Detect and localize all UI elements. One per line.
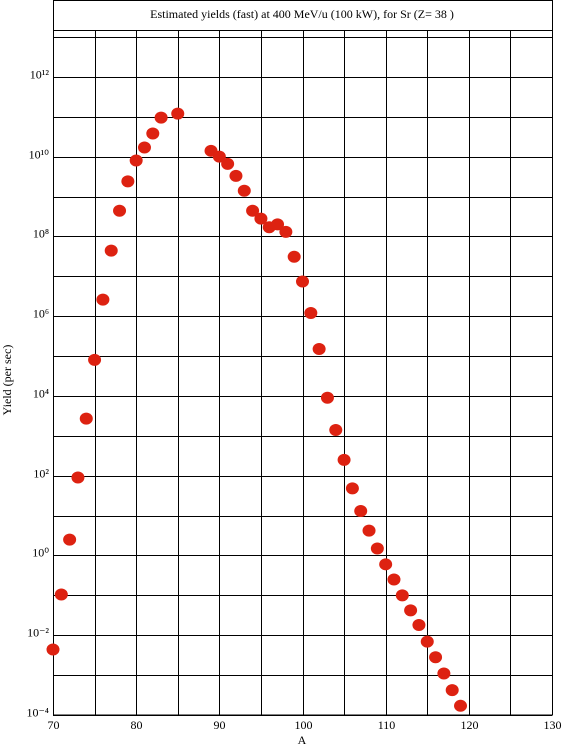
x-tick-label: 90 [214,718,226,732]
y-tick-label: 10⁶ [33,306,49,320]
point [88,353,102,366]
x-tick-label: 130 [544,718,562,732]
point [121,175,135,188]
point [271,218,285,231]
point [329,423,343,436]
point [212,150,226,163]
point [429,651,443,664]
point [320,391,334,404]
point [404,604,418,617]
x-tick-label: 100 [295,718,313,732]
y-tick-label: 10⁻² [27,625,49,639]
point [171,107,185,120]
point [420,635,434,648]
point [54,588,68,601]
point [362,524,376,537]
point [254,212,268,225]
point [296,275,309,288]
point [104,244,118,257]
point [237,184,251,197]
point [113,204,127,217]
point [395,589,409,602]
point [387,573,401,586]
point [304,307,318,320]
point [63,533,77,546]
point [345,482,359,495]
point [129,154,143,167]
point [229,169,243,182]
y-tick-label: 10⁰ [32,545,49,559]
point [71,471,85,484]
chart-title: Estimated yields (fast) at 400 MeV/u (10… [150,7,454,21]
point [312,343,326,356]
point [146,127,160,140]
y-tick-label: 10² [33,466,49,480]
y-axis-label: Yield (per sec) [0,345,14,416]
point [287,250,301,263]
x-axis-label: A [298,733,307,747]
point [445,684,459,697]
x-tick-label: 110 [378,718,396,732]
x-tick-label: 120 [461,718,479,732]
point [279,225,293,238]
point [337,453,351,466]
point [221,157,235,170]
point [454,699,468,712]
point [96,293,110,306]
x-tick-label: 80 [131,718,143,732]
point [154,111,168,124]
point [46,643,60,656]
point [370,542,384,555]
point [437,667,451,680]
point [246,204,260,217]
point [379,558,393,571]
y-tick-label: 10⁻⁴ [26,705,49,719]
point [354,505,368,518]
point [79,412,93,425]
y-tick-label: 10¹² [30,67,50,81]
x-tick-label: 70 [48,718,60,732]
y-tick-label: 10¹⁰ [29,147,50,161]
y-tick-label: 10⁴ [33,386,49,400]
point [137,141,151,154]
y-tick-label: 10⁸ [33,226,49,240]
point [412,619,426,632]
